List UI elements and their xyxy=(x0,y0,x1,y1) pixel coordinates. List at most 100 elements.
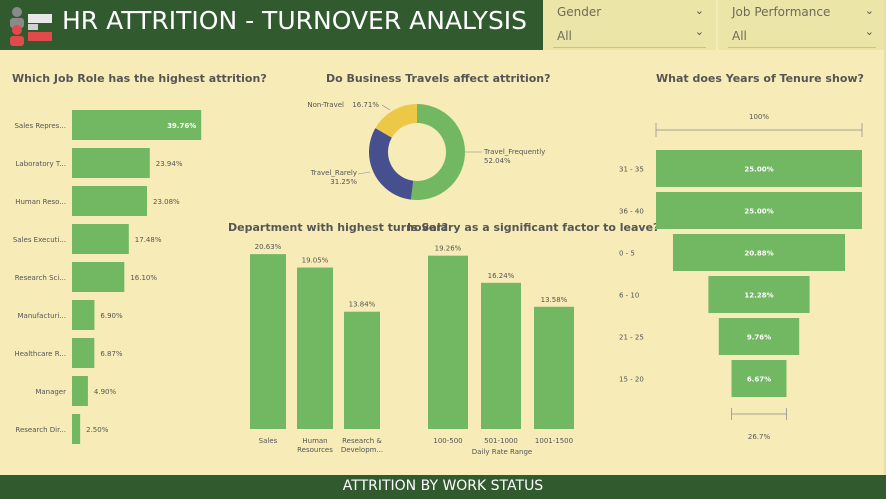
job-role-category-label: Human Reso... xyxy=(15,198,66,206)
donut-category-label: Travel_Frequently xyxy=(483,148,545,156)
slicer-underline xyxy=(728,47,876,48)
tenure-chart[interactable]: 100% 25.00% 31 - 35 25.00% 36 - 40 20.88% 0 - … xyxy=(605,105,883,440)
department-bar xyxy=(344,311,380,429)
funnel-data-label: 6.67% xyxy=(747,376,771,384)
job-role-data-label: 17.48% xyxy=(135,236,162,244)
job-role-bar xyxy=(72,376,88,406)
funnel-data-label: 9.76% xyxy=(747,334,771,342)
footer-title: ATTRITION BY WORK STATUS xyxy=(342,478,544,494)
job-role-category-label: Healthcare R... xyxy=(14,350,66,358)
salary-bar xyxy=(428,255,468,429)
department-chart-title: Department with highest turnover? xyxy=(228,221,449,234)
department-bar xyxy=(250,254,286,429)
department-category-label: Human xyxy=(302,437,327,445)
job-role-category-label: Research Dir... xyxy=(15,426,66,434)
job-performance-slicer[interactable]: Job Performance ⌄ All ⌄ xyxy=(718,0,886,50)
donut-leader-line xyxy=(357,171,371,175)
job-role-data-label: 6.90% xyxy=(100,312,123,320)
job-role-bar xyxy=(72,300,95,330)
funnel-category-label: 0 - 5 xyxy=(619,250,635,258)
salary-bar xyxy=(534,306,574,429)
donut-data-label: 52.04% xyxy=(484,157,511,165)
job-role-bar xyxy=(72,148,150,178)
right-border xyxy=(884,0,886,475)
department-data-label: 20.63% xyxy=(255,243,282,251)
salary-category-label: 1001-1500 xyxy=(535,437,573,445)
donut-leader-line xyxy=(381,104,391,111)
funnel-category-label: 31 - 35 xyxy=(619,166,644,174)
page-title: HR ATTRITION - TURNOVER ANALYSIS xyxy=(62,6,528,35)
funnel-bar xyxy=(708,276,810,313)
chevron-down-icon[interactable]: ⌄ xyxy=(864,4,874,17)
job-role-bar xyxy=(72,414,81,444)
dropdown-chevron-icon[interactable]: ⌄ xyxy=(694,25,704,38)
funnel-top-label: 100% xyxy=(749,113,769,121)
salary-bar xyxy=(481,282,521,429)
salary-axis-title: Daily Rate Range xyxy=(472,448,532,456)
job-role-data-label: 23.08% xyxy=(153,198,180,206)
funnel-category-label: 15 - 20 xyxy=(619,376,644,384)
donut-data-label: 16.71% xyxy=(352,101,379,109)
job-role-data-label: 16.10% xyxy=(130,274,157,282)
donut-data-label: 31.25% xyxy=(330,178,357,186)
job-role-chart-title: Which Job Role has the highest attrition… xyxy=(12,72,267,85)
job-role-bar xyxy=(72,262,125,292)
funnel-bottom-label: 26.7% xyxy=(748,433,771,440)
donut-slice xyxy=(375,104,417,138)
department-category-label: Sales xyxy=(259,437,278,445)
funnel-bar xyxy=(656,192,862,229)
job-role-category-label: Sales Executi... xyxy=(13,236,66,244)
funnel-bar xyxy=(672,234,846,271)
funnel-data-label: 25.00% xyxy=(744,208,773,216)
tenure-chart-title: What does Years of Tenure show? xyxy=(656,72,864,85)
department-data-label: 19.05% xyxy=(302,257,329,265)
chevron-down-icon[interactable]: ⌄ xyxy=(694,4,704,17)
department-category-label: Developm... xyxy=(341,446,383,454)
funnel-category-label: 21 - 25 xyxy=(619,334,644,342)
department-bar xyxy=(297,267,333,429)
department-category-label: Resources xyxy=(297,446,333,454)
donut-category-label: Travel_Rarely xyxy=(310,169,357,177)
salary-data-label: 13.58% xyxy=(541,296,568,304)
job-role-category-label: Laboratory T... xyxy=(16,160,66,168)
salary-chart[interactable]: 19.26% 100-500 16.24% 501-1000 13.58% 1001-15… xyxy=(405,238,605,470)
job-role-category-label: Research Sci... xyxy=(15,274,66,282)
salary-data-label: 16.24% xyxy=(488,272,515,280)
dashboard-header: HR ATTRITION - TURNOVER ANALYSIS xyxy=(0,0,543,50)
job-role-data-label: 23.94% xyxy=(156,160,183,168)
job-role-chart[interactable]: Sales Repres... 39.76% Laboratory T... 23.9… xyxy=(0,95,300,455)
job-role-data-label: 2.50% xyxy=(86,426,109,434)
job-role-bar xyxy=(72,224,129,254)
job-role-bar xyxy=(72,338,95,368)
job-role-data-label: 39.76% xyxy=(167,122,196,130)
salary-chart-title: Is Salary as a significant factor to lea… xyxy=(407,221,660,234)
job-role-bar xyxy=(72,186,148,216)
job-performance-slicer-label: Job Performance xyxy=(732,5,831,19)
gender-slicer-value[interactable]: All xyxy=(557,29,572,43)
funnel-bar xyxy=(656,150,862,187)
donut-slice xyxy=(369,128,414,200)
funnel-category-label: 6 - 10 xyxy=(619,292,639,300)
dropdown-chevron-icon[interactable]: ⌄ xyxy=(864,25,874,38)
gender-slicer[interactable]: Gender ⌄ All ⌄ xyxy=(543,0,716,50)
funnel-bar xyxy=(731,360,787,397)
department-category-label: Research & xyxy=(342,437,382,445)
funnel-category-label: 36 - 40 xyxy=(619,208,644,216)
donut-slice xyxy=(410,104,466,200)
salary-category-label: 501-1000 xyxy=(484,437,518,445)
department-data-label: 13.84% xyxy=(349,301,376,309)
job-role-data-label: 4.90% xyxy=(94,388,117,396)
job-role-data-label: 6.87% xyxy=(100,350,123,358)
salary-category-label: 100-500 xyxy=(433,437,462,445)
salary-data-label: 19.26% xyxy=(435,245,462,253)
funnel-data-label: 12.28% xyxy=(744,292,773,300)
gender-slicer-label: Gender xyxy=(557,5,602,19)
job-role-bar xyxy=(72,110,202,140)
job-role-category-label: Manager xyxy=(35,388,66,396)
job-role-category-label: Manufacturi... xyxy=(18,312,66,320)
funnel-data-label: 25.00% xyxy=(744,166,773,174)
job-performance-slicer-value[interactable]: All xyxy=(732,29,747,43)
business-travel-chart-title: Do Business Travels affect attrition? xyxy=(326,72,551,85)
